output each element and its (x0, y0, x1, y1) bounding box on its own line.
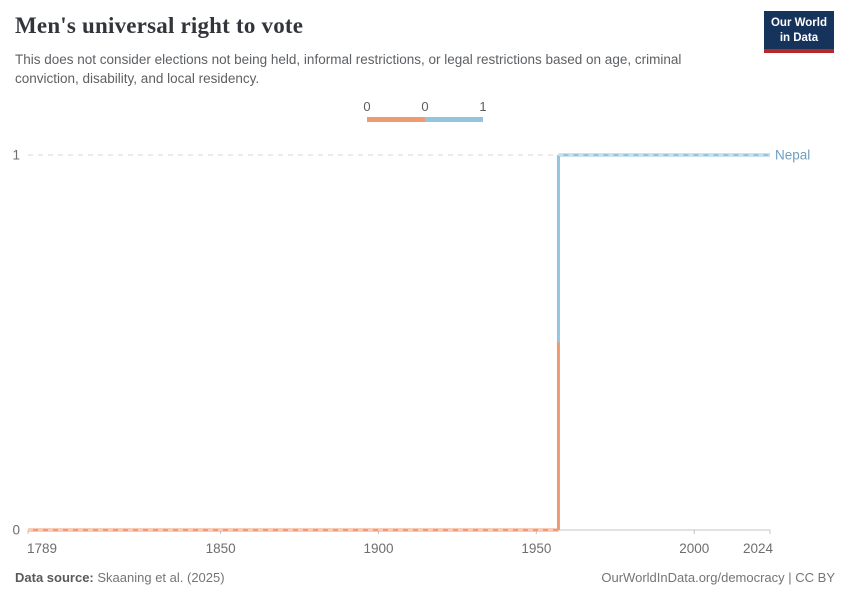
legend-tick-0: 0 (363, 99, 371, 114)
x-tick-label: 1900 (363, 541, 393, 556)
owid-logo-line2: in Data (779, 31, 819, 44)
data-source-label: Data source: (15, 570, 94, 585)
page-title: Men's universal right to vote (15, 13, 304, 38)
chart-subtitle: This does not consider elections not bei… (15, 52, 682, 86)
owid-logo-line1: Our World (770, 17, 827, 29)
y-tick-label: 1 (12, 148, 20, 163)
data-source-value: Skaaning et al. (2025) (97, 570, 225, 585)
x-tick-label: 2024 (743, 541, 774, 556)
data-source[interactable]: Data source: Skaaning et al. (2025) (15, 570, 225, 585)
series-label-nepal[interactable]: Nepal (775, 148, 810, 163)
x-tick-label: 1950 (521, 541, 551, 556)
y-tick-label: 0 (12, 523, 20, 538)
legend-swatch-value0[interactable] (367, 117, 425, 122)
legend-tick-2: 1 (479, 99, 487, 114)
x-tick-label: 1850 (206, 541, 236, 556)
legend-swatch-value1[interactable] (425, 117, 483, 122)
owid-logo[interactable]: Our World in Data (763, 11, 834, 53)
legend-tick-1: 0 (421, 99, 429, 114)
credit-link[interactable]: OurWorldInData.org/democracy | CC BY (601, 570, 835, 585)
x-tick-label: 2000 (679, 541, 709, 556)
x-tick-label: 1789 (27, 541, 57, 556)
